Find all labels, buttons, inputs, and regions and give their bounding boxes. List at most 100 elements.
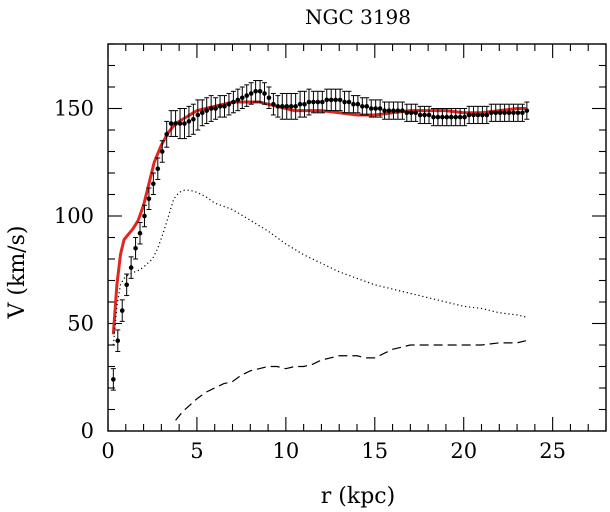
data-point: [328, 97, 334, 103]
data-point: [377, 106, 383, 111]
data-point: [275, 104, 281, 109]
data-point: [293, 104, 298, 109]
data-point: [506, 110, 512, 116]
data-point: [133, 245, 138, 251]
data-point: [297, 101, 303, 107]
x-axis-label: r (kpc): [321, 484, 395, 509]
data-point: [342, 99, 347, 105]
model-curves: [111, 100, 527, 421]
data-point: [173, 121, 178, 126]
data-point: [515, 110, 521, 116]
y-tick-label: 150: [54, 97, 94, 121]
observed-points: [110, 80, 530, 391]
data-point: [466, 112, 472, 118]
data-point: [239, 95, 245, 101]
data-point: [351, 101, 356, 107]
data-point: [244, 93, 250, 98]
data-point: [195, 112, 201, 118]
x-tick-label: 15: [361, 439, 388, 463]
data-point: [248, 91, 254, 96]
data-point: [453, 114, 459, 120]
data-point: [337, 97, 343, 103]
y-tick-label: 0: [81, 419, 94, 443]
data-point: [315, 99, 321, 105]
data-point: [306, 99, 312, 105]
data-point: [159, 149, 165, 154]
data-point: [440, 114, 445, 120]
data-point: [355, 101, 361, 107]
y-tick-label: 50: [67, 312, 94, 336]
data-point: [484, 112, 490, 118]
data-point: [413, 110, 418, 116]
data-point: [231, 99, 236, 105]
data-point: [373, 106, 378, 111]
data-point: [493, 110, 499, 116]
data-point: [422, 112, 427, 118]
x-tick-label: 5: [190, 439, 203, 463]
data-point: [262, 91, 267, 96]
chart-title: NGC 3198: [305, 5, 411, 29]
data-point: [235, 97, 241, 103]
data-point: [119, 308, 125, 313]
data-point: [444, 114, 450, 120]
halo-curve: [175, 340, 527, 421]
data-point: [360, 104, 365, 109]
data-point: [124, 282, 129, 288]
data-point: [386, 108, 392, 113]
data-point: [137, 230, 143, 236]
data-point: [288, 104, 294, 109]
data-point: [368, 106, 374, 111]
data-point: [404, 110, 410, 116]
data-point: [168, 121, 174, 126]
data-point: [471, 112, 476, 118]
data-point: [191, 116, 196, 122]
data-point: [204, 108, 210, 113]
data-point: [417, 112, 423, 118]
x-tick-label: 25: [539, 439, 566, 463]
data-point: [257, 89, 263, 94]
axis-tick-labels: 0 5 10 15 20 25 0 50 100 150: [54, 97, 566, 464]
x-tick-label: 0: [101, 439, 114, 463]
data-point: [497, 110, 503, 116]
data-point: [146, 196, 152, 202]
data-point: [177, 121, 183, 126]
data-point: [253, 89, 258, 94]
data-point: [346, 99, 352, 105]
data-point: [142, 213, 147, 219]
data-point: [199, 110, 205, 116]
data-point: [222, 104, 227, 109]
data-point: [115, 338, 121, 344]
data-point: [524, 108, 530, 113]
data-point: [217, 104, 223, 109]
axis-ticks: [107, 43, 607, 432]
data-point: [457, 114, 463, 120]
data-point: [155, 166, 161, 171]
data-point: [182, 121, 187, 126]
data-point: [448, 114, 454, 120]
data-point: [311, 99, 316, 105]
data-point: [382, 108, 387, 113]
data-point: [511, 110, 516, 116]
data-point: [520, 110, 525, 116]
data-point: [186, 119, 192, 124]
data-point: [213, 106, 218, 111]
data-point: [395, 108, 401, 113]
data-point: [164, 132, 169, 137]
data-point: [284, 104, 290, 109]
data-point: [408, 110, 414, 116]
data-point: [431, 114, 436, 120]
data-point: [435, 114, 441, 120]
data-point: [208, 106, 214, 111]
data-point: [128, 265, 134, 270]
data-point: [226, 101, 232, 107]
data-point: [333, 97, 338, 103]
data-point: [475, 112, 481, 118]
data-point: [364, 104, 370, 109]
data-point: [462, 114, 467, 120]
data-point: [320, 99, 325, 105]
data-point: [400, 108, 405, 113]
data-point: [151, 181, 156, 187]
data-point: [426, 112, 432, 118]
x-tick-label: 20: [450, 439, 477, 463]
